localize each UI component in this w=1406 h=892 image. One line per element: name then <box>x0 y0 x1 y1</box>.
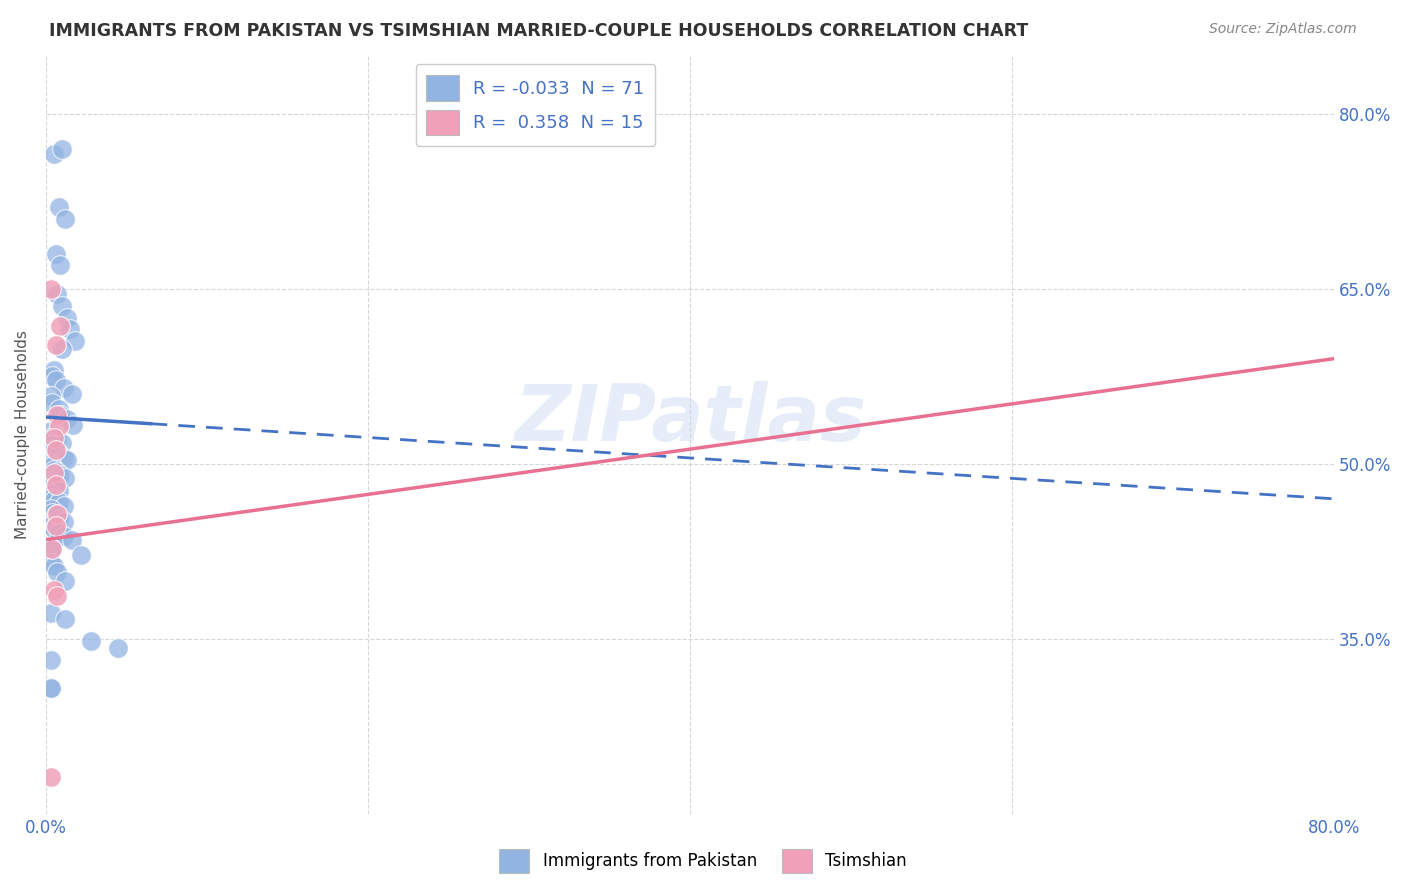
Point <box>42 466 65 480</box>
Point <box>52 381 75 395</box>
Point <box>39 438 62 452</box>
Point <box>52 499 75 513</box>
Point <box>41 476 63 491</box>
Point <box>46 287 69 301</box>
Text: Source: ZipAtlas.com: Source: ZipAtlas.com <box>1209 22 1357 37</box>
Point <box>56 412 79 426</box>
Point <box>56 310 79 325</box>
Point <box>45 373 67 387</box>
Point <box>42 147 65 161</box>
Point <box>48 483 70 498</box>
Point <box>39 282 62 296</box>
Point <box>39 653 62 667</box>
Point <box>41 491 63 505</box>
Point <box>49 318 72 333</box>
Point <box>39 770 62 784</box>
Text: IMMIGRANTS FROM PAKISTAN VS TSIMSHIAN MARRIED-COUPLE HOUSEHOLDS CORRELATION CHAR: IMMIGRANTS FROM PAKISTAN VS TSIMSHIAN MA… <box>49 22 1028 40</box>
Point <box>48 401 70 416</box>
Legend: Immigrants from Pakistan, Tsimshian: Immigrants from Pakistan, Tsimshian <box>492 842 914 880</box>
Point <box>45 477 67 491</box>
Point <box>39 424 62 438</box>
Point <box>49 408 72 422</box>
Point <box>60 386 83 401</box>
Point <box>52 515 75 529</box>
Point <box>48 419 70 434</box>
Point <box>48 525 70 540</box>
Point <box>42 582 65 597</box>
Point <box>51 142 73 156</box>
Point <box>39 502 62 516</box>
Point <box>39 487 62 501</box>
Point <box>48 447 70 461</box>
Text: ZIPatlas: ZIPatlas <box>513 382 866 458</box>
Point <box>41 396 63 410</box>
Point <box>45 246 67 260</box>
Point <box>53 574 76 588</box>
Point <box>39 518 62 533</box>
Point <box>42 363 65 377</box>
Point <box>39 556 62 570</box>
Point <box>41 459 63 474</box>
Point <box>45 508 67 522</box>
Point <box>53 471 76 485</box>
Point <box>49 258 72 272</box>
Point <box>39 606 62 620</box>
Point <box>48 200 70 214</box>
Point <box>52 529 75 543</box>
Point <box>46 465 69 479</box>
Point <box>39 681 62 695</box>
Point <box>70 548 93 562</box>
Point <box>42 522 65 536</box>
Point <box>45 518 67 533</box>
Point <box>39 457 62 471</box>
Point <box>39 389 62 403</box>
Point <box>46 589 69 603</box>
Point <box>39 475 62 489</box>
Point <box>62 418 84 433</box>
Point <box>80 634 103 648</box>
Point <box>45 480 67 494</box>
Y-axis label: Married-couple Households: Married-couple Households <box>15 330 30 539</box>
Point <box>48 495 70 509</box>
Point <box>59 322 82 336</box>
Point <box>46 507 69 521</box>
Point <box>51 299 73 313</box>
Point <box>46 566 69 580</box>
Point <box>39 541 62 555</box>
Point <box>46 432 69 446</box>
Point <box>41 541 63 556</box>
Point <box>48 511 70 525</box>
Point <box>46 408 69 422</box>
Point <box>45 445 67 459</box>
Point <box>42 431 65 445</box>
Point <box>42 492 65 507</box>
Legend: R = -0.033  N = 71, R =  0.358  N = 15: R = -0.033 N = 71, R = 0.358 N = 15 <box>416 64 655 146</box>
Point <box>52 450 75 465</box>
Point <box>45 442 67 457</box>
Point <box>41 506 63 520</box>
Point <box>53 211 76 226</box>
Point <box>53 612 76 626</box>
Point <box>45 337 67 351</box>
Point <box>41 442 63 456</box>
Point <box>56 453 79 467</box>
Point <box>63 334 86 348</box>
Point <box>51 343 73 357</box>
Point <box>42 559 65 574</box>
Point <box>49 468 72 483</box>
Point <box>41 369 63 384</box>
Point <box>42 462 65 476</box>
Point <box>39 681 62 695</box>
Point <box>107 641 129 656</box>
Point <box>42 428 65 442</box>
Point <box>60 533 83 547</box>
Point <box>51 435 73 450</box>
